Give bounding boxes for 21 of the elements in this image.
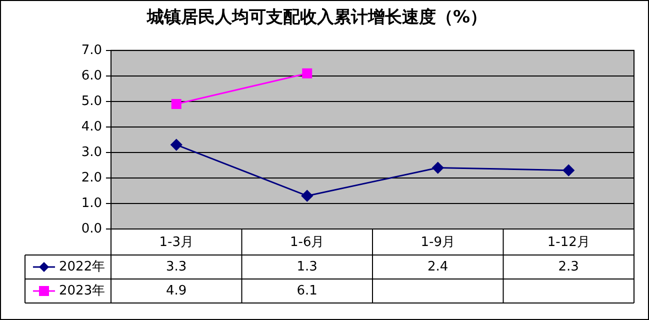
y-tick-label: 6.0 (81, 68, 102, 84)
data-label: 4.9 (166, 283, 187, 298)
chart-title: 城镇居民人均可支配收入累计增长速度（%） (146, 8, 488, 28)
data-label: 2.4 (428, 259, 448, 274)
x-tick-label: 1-6月 (290, 235, 324, 250)
y-tick-label: 0.0 (81, 221, 102, 236)
data-label: 6.1 (296, 283, 318, 298)
legend-label: 2023年 (59, 283, 106, 298)
x-tick-label: 1-12月 (547, 235, 590, 250)
legend-label: 2022年 (59, 259, 106, 274)
y-tick-label: 5.0 (81, 94, 102, 109)
x-tick-label: 1-9月 (420, 235, 455, 250)
y-tick-label: 1.0 (81, 196, 102, 211)
y-tick-label: 2.0 (81, 170, 102, 186)
y-tick-label: 7.0 (81, 42, 102, 58)
x-tick-label: 1-3月 (159, 235, 194, 250)
data-label: 3.3 (166, 259, 187, 274)
y-tick-label: 4.0 (81, 119, 102, 134)
y-tick-label: 3.0 (81, 144, 102, 160)
data-label: 1.3 (296, 259, 318, 274)
data-label: 2.3 (558, 259, 579, 274)
